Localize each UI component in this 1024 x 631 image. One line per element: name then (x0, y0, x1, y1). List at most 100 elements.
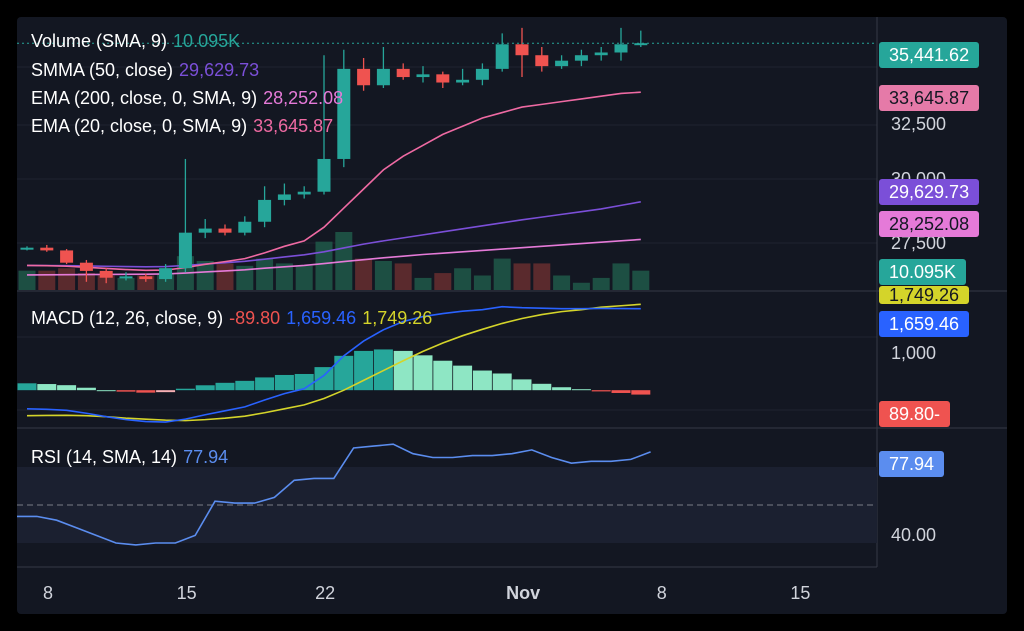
smma50-badge: 29,629.73 (879, 179, 980, 205)
macd-histogram-bar (631, 390, 651, 395)
chart-frame: Volume (SMA, 9) 10.095K SMMA (50, close) 2… (17, 17, 1007, 614)
volume-bar (315, 241, 333, 290)
candle-body (159, 268, 173, 280)
rsi-axis-label: 40.00 (891, 525, 937, 545)
volume-bar (196, 261, 214, 290)
macd-histogram-bar (552, 387, 572, 391)
legend-volume[interactable]: Volume (SMA, 9) 10.095K (31, 31, 241, 51)
volume-bar (612, 263, 630, 290)
rsi-line (17, 443, 651, 546)
candle-body (555, 60, 569, 67)
macd-histogram-bar (175, 388, 195, 391)
macd-histogram-bar (274, 374, 294, 391)
volume-bar (473, 275, 491, 290)
volume-bar (355, 258, 373, 290)
macd-histogram-bar (116, 390, 136, 392)
volume-badge: 10.095K (879, 259, 967, 285)
smma50-line (26, 201, 641, 268)
candle-body (337, 68, 351, 159)
candle-body (614, 44, 628, 53)
macd-histogram-bar (433, 360, 453, 391)
volume-bar (513, 263, 531, 290)
volume-bar (18, 270, 36, 290)
macd-histogram-bar (492, 373, 512, 391)
legend-rsi[interactable]: RSI (14, SMA, 14) 77.94 (31, 447, 229, 467)
candle-body (317, 158, 331, 192)
candle-body (475, 68, 489, 80)
macd-histogram-bar (235, 380, 255, 391)
x-axis-label: Nov (506, 583, 541, 603)
candle-body (456, 79, 470, 83)
macd-histogram-bar (314, 367, 334, 391)
x-axis-label: 8 (656, 583, 667, 603)
candle-body (495, 44, 509, 69)
volume-bar (38, 270, 56, 290)
candle-body (258, 199, 272, 222)
ema200-line (26, 238, 641, 276)
macd-histogram-bar (611, 390, 631, 393)
volume-bar (454, 268, 472, 290)
legend-smma50[interactable]: SMMA (50, close) 29,629.73 (31, 60, 260, 80)
volume-bar (137, 275, 155, 290)
candle-body (574, 55, 588, 61)
candle-body (178, 232, 192, 269)
candle-body (277, 194, 291, 200)
macd-histogram-bar (413, 355, 433, 391)
candle-body (376, 68, 390, 86)
candle-body (119, 276, 133, 279)
volume-bar (275, 263, 293, 290)
macd-axis-label: 1,000 (891, 343, 937, 363)
signal-badge: 1,749.26 (879, 286, 970, 304)
volume-bar (374, 261, 392, 290)
volume-bar (493, 258, 511, 290)
candle-body (198, 228, 212, 233)
macd-histogram-bar (354, 350, 374, 391)
macd-histogram-bar (532, 383, 552, 391)
macd-histogram-bar (571, 389, 591, 391)
candle-body (357, 68, 371, 86)
volume-bar (414, 277, 432, 290)
candle-body (40, 247, 54, 251)
candle-body (515, 44, 529, 56)
volume-bar (533, 263, 551, 290)
macd-histogram-bar (453, 365, 473, 391)
price-axis-label: 32,500 (891, 114, 947, 134)
volume-bar (632, 270, 650, 290)
macd-histogram-bar (136, 390, 156, 393)
ema20-badge: 33,645.87 (879, 85, 980, 111)
macd-histogram-bar (591, 390, 611, 392)
candle-body (218, 228, 232, 233)
macd-signal-line (26, 303, 641, 422)
ema200-badge: 28,252.08 (879, 211, 980, 237)
histogram-badge: 89.80- (879, 401, 951, 427)
candle-body (535, 55, 549, 67)
candle-body (396, 68, 410, 78)
x-axis-label: 22 (315, 583, 336, 603)
volume-bar (58, 268, 76, 290)
x-axis-label: 8 (42, 583, 54, 603)
volume-bar (592, 277, 610, 290)
macd-histogram-bar (57, 385, 77, 391)
volume-bar (256, 258, 274, 290)
price-axis-label: 27,500 (891, 233, 947, 253)
volume-bar (295, 265, 313, 290)
legend-macd[interactable]: MACD (12, 26, close, 9) -89.80 1,659.46 1,7… (31, 308, 433, 328)
rsi-badge: 77.94 (879, 451, 945, 477)
volume-bar (216, 263, 234, 290)
candle-body (20, 247, 34, 250)
volume-bar (434, 273, 452, 290)
candle-body (416, 74, 430, 78)
macd-histogram-bar (37, 384, 57, 391)
legend-ema20[interactable]: EMA (20, close, 0, SMA, 9) 33,645.87 (31, 116, 334, 136)
macd-histogram-bar (472, 370, 492, 391)
trading-chart[interactable] (17, 17, 1007, 614)
x-axis-label: 15 (790, 583, 811, 603)
volume-bar (117, 277, 135, 290)
macd-histogram-bar (156, 390, 176, 393)
candle-body (79, 262, 93, 271)
legend-ema200[interactable]: EMA (200, close, 0, SMA, 9) 28,252.08 (31, 88, 344, 108)
macd-histogram-bar (76, 387, 96, 391)
candle-body (297, 191, 311, 195)
candle-body (139, 276, 153, 280)
candle-body (594, 52, 608, 56)
